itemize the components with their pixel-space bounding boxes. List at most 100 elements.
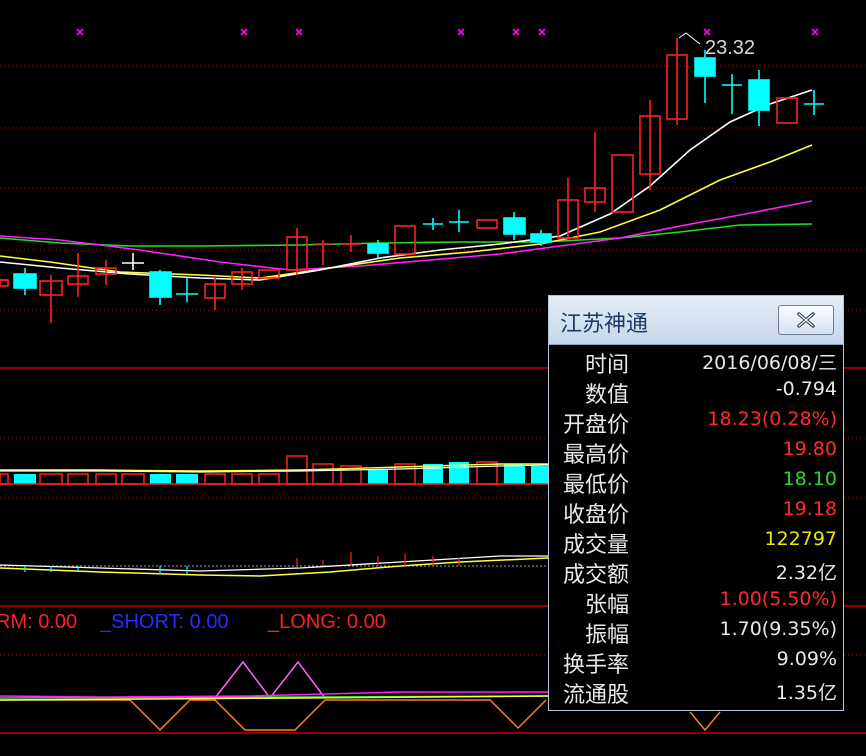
info-row-close: 收盘价 19.18 [553,496,837,528]
volume-bar [0,473,9,485]
stock-info-window[interactable]: 江苏神通 时间 2016/06/08/三 数值 -0.794 开盘价 18.23(0.… [548,295,844,711]
info-row-amount: 成交额 2.32亿 [553,556,837,588]
candle-bar [286,236,308,271]
volume-bar [176,474,198,484]
candle-bar [748,79,770,111]
row-value: 18.10 [782,468,837,490]
indicator-label-long: _LONG: 0.00 [268,611,386,633]
candle-bar [639,115,661,175]
row-label: 张幅 [584,593,629,618]
signal-markers [76,28,819,36]
bottom-indicator [0,660,721,732]
volume-bar [150,474,171,484]
volume-bar [204,473,226,485]
row-label: 开盘价 [562,413,629,438]
candle-bar [39,280,63,296]
bottom-orange-line [0,699,547,732]
volume-bar [121,473,145,485]
info-row-volume: 成交量 122797 [553,526,837,558]
marker-x [457,28,465,36]
ma-line-white [0,89,813,281]
volume-bar [312,463,334,485]
volume-bar [504,464,525,484]
row-label: 换手率 [562,653,629,678]
candle-bar [611,154,634,213]
candle-bar [476,219,498,229]
high-price-label: 23.32 [705,37,755,59]
row-label: 振幅 [584,623,629,648]
volume-bar [14,474,36,484]
marker-x [538,28,546,36]
row-label: 数值 [584,383,629,408]
row-label: 流通股 [562,683,629,708]
indicator-label-rm: RM: 0.00 [0,611,78,633]
candle-bar [584,187,606,203]
candle-bar [367,243,389,254]
indicator-line [0,555,548,572]
row-label: 收盘价 [562,503,629,528]
info-rows: 时间 2016/06/08/三 数值 -0.794 开盘价 18.23(0.28%) … [553,346,838,708]
volume-bar [423,464,443,484]
row-label: 成交额 [562,563,629,588]
marker-x [512,28,520,36]
close-x-icon [797,312,815,328]
candle-bar [503,217,526,235]
window-title: 江苏神通 [560,312,649,337]
row-value: 2016/06/08/三 [702,352,837,374]
volume-bars [0,455,549,485]
candle-bar [530,233,552,243]
candle-bar [13,273,37,289]
candles [0,38,824,323]
row-value: 2.32亿 [775,562,837,584]
close-button[interactable] [778,305,834,335]
indicator-panel [0,552,549,577]
window-titlebar[interactable]: 江苏神通 [549,296,843,345]
row-label: 成交量 [562,533,629,558]
candle-bar [204,283,226,299]
candle-bar [258,269,280,279]
marker-x [240,28,248,36]
indicator-line [0,557,549,577]
row-value: 1.00(5.50%) [719,588,838,610]
ma-line-yellow [0,144,813,279]
marker-x [76,28,84,36]
candle-bar [394,225,416,255]
row-value: 1.70(9.35%) [719,618,838,640]
info-row-amplitude: 振幅 1.70(9.35%) [553,616,838,648]
row-value: 1.35亿 [775,682,837,704]
candle-bar [231,271,253,285]
volume-bar [39,473,63,485]
candle-bar [776,97,798,124]
info-row-high: 最高价 19.80 [553,436,837,468]
bottom-line [0,691,548,698]
row-label: 时间 [584,353,629,378]
info-row-turnover: 换手率 9.09% [553,646,837,678]
row-label: 最高价 [562,443,629,468]
volume-bar [258,473,280,485]
ma-line-green [0,223,813,247]
annotation-arrow [678,32,701,45]
volume-bar [67,473,89,485]
bottom-pink-line [214,660,326,700]
candle-bar [149,271,172,298]
info-row-low: 最低价 18.10 [553,466,837,498]
row-value: 19.80 [782,438,837,460]
volume-bar [231,473,253,485]
row-value: 9.09% [776,648,837,670]
info-row-open: 开盘价 18.23(0.28%) [553,406,837,438]
row-value: 19.18 [782,498,837,520]
candle-bar [0,279,9,287]
info-row-value: 数值 -0.794 [553,376,837,408]
candle-bar [95,267,117,275]
bottom-line [0,695,549,701]
volume-ma-line [0,463,548,472]
info-row-change: 张幅 1.00(5.50%) [553,586,838,618]
moving-averages [0,89,813,281]
candle-bar [67,275,89,285]
marker-x [295,28,303,36]
volume-bar [368,470,388,484]
info-row-float: 流通股 1.35亿 [553,676,837,708]
row-value: -0.794 [775,378,837,400]
high-annotation: 23.32 [678,32,755,59]
